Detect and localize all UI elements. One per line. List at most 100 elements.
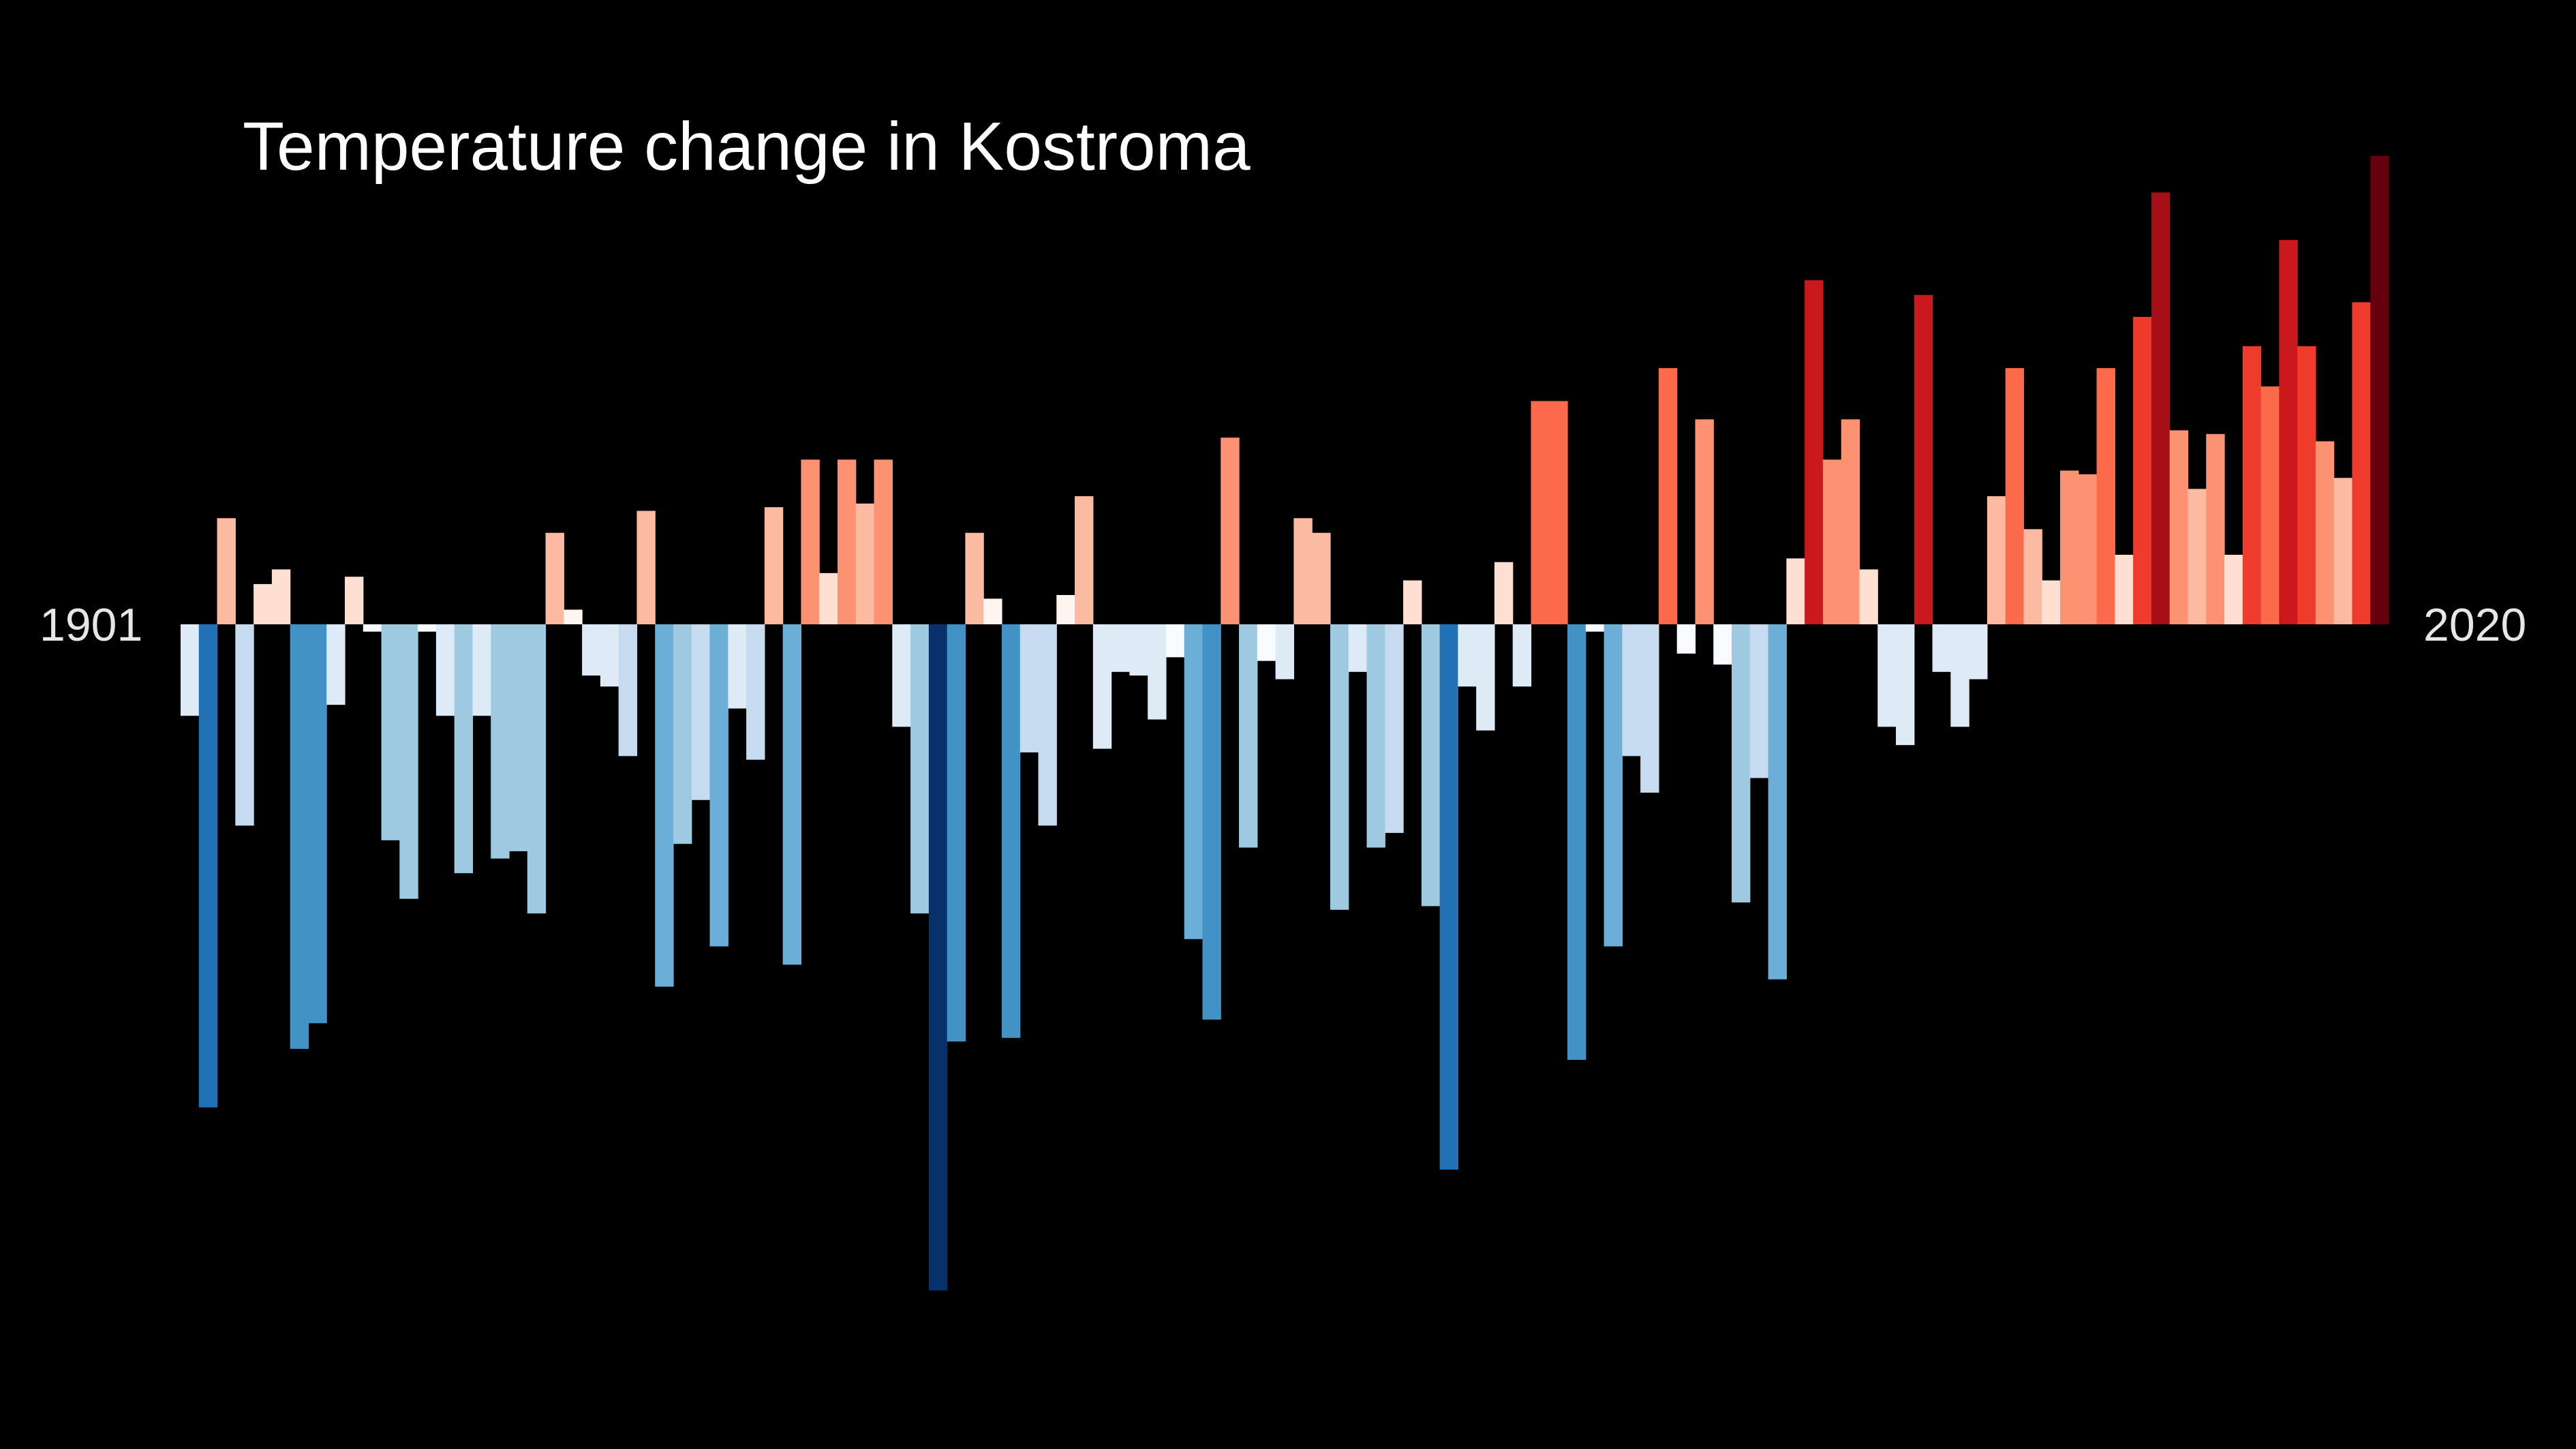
bar-1933 <box>764 507 784 624</box>
bar-1969 <box>1421 624 1441 906</box>
bar-1935 <box>801 459 820 624</box>
bar-1972 <box>1476 624 1495 731</box>
bar-1912 <box>381 624 400 840</box>
bar-1925 <box>618 624 638 757</box>
bar-2018 <box>2315 441 2335 624</box>
start-year-label: 1901 <box>40 599 143 651</box>
bar-1987 <box>1749 624 1769 778</box>
bar-1968 <box>1403 580 1422 624</box>
bar-1984 <box>1695 419 1714 624</box>
bar-1975 <box>1531 401 1550 624</box>
bar-2015 <box>2260 386 2280 624</box>
bar-1916 <box>454 624 474 874</box>
bar-2005 <box>2078 474 2098 624</box>
bar-1937 <box>837 459 857 624</box>
bar-2010 <box>2169 430 2189 624</box>
bar-2007 <box>2115 554 2134 624</box>
bar-1954 <box>1148 624 1167 720</box>
bar-1950 <box>1075 496 1094 624</box>
bar-1976 <box>1549 401 1568 624</box>
bar-2001 <box>2005 368 2025 624</box>
bar-1917 <box>472 624 491 716</box>
bar-1959 <box>1239 624 1258 848</box>
bar-2020 <box>2352 302 2371 624</box>
bar-1902 <box>198 624 218 1108</box>
bar-1970 <box>1439 624 1458 1170</box>
bar-2021 <box>2370 155 2389 624</box>
bar-1921 <box>545 532 564 624</box>
bar-1965 <box>1348 624 1368 672</box>
bar-2002 <box>2023 529 2042 624</box>
bar-1931 <box>728 624 747 709</box>
bar-1988 <box>1768 624 1787 979</box>
bar-2012 <box>2206 433 2225 624</box>
bar-2006 <box>2096 368 2115 624</box>
bar-1997 <box>1932 624 1951 672</box>
bar-1983 <box>1676 624 1696 654</box>
bar-1998 <box>1950 624 1969 727</box>
bar-1939 <box>874 459 893 624</box>
bar-1990 <box>1805 280 1824 624</box>
bar-1909 <box>326 624 346 705</box>
bar-1946 <box>1001 624 1021 1038</box>
bar-1960 <box>1257 624 1276 661</box>
bar-1906 <box>271 569 291 624</box>
bar-1982 <box>1658 368 1678 624</box>
bar-1913 <box>399 624 418 899</box>
bar-1993 <box>1859 569 1878 624</box>
bar-1978 <box>1585 624 1605 632</box>
bar-1914 <box>418 624 437 632</box>
chart-title: Temperature change in Kostroma <box>243 108 1251 185</box>
bar-1920 <box>527 624 547 914</box>
bar-1967 <box>1385 624 1404 834</box>
bar-1905 <box>254 583 273 624</box>
bar-2008 <box>2133 316 2152 624</box>
bar-1980 <box>1622 624 1641 757</box>
bar-1974 <box>1512 624 1532 687</box>
bar-1945 <box>983 598 1002 624</box>
bar-1944 <box>965 532 984 624</box>
bar-1951 <box>1092 624 1112 749</box>
bar-1924 <box>600 624 619 687</box>
bar-2011 <box>2188 489 2207 624</box>
bar-1927 <box>655 624 674 987</box>
bar-1904 <box>235 624 254 826</box>
bar-1930 <box>709 624 729 947</box>
bar-1929 <box>691 624 711 800</box>
bar-1949 <box>1056 595 1075 624</box>
bar-1901 <box>181 624 200 716</box>
bar-1910 <box>344 577 364 624</box>
bar-1947 <box>1019 624 1039 752</box>
bar-1999 <box>1969 624 1988 680</box>
bar-1952 <box>1111 624 1130 672</box>
bar-1926 <box>637 510 656 624</box>
bar-1953 <box>1129 624 1148 676</box>
bar-1941 <box>910 624 930 914</box>
bar-1919 <box>508 624 528 851</box>
bar-1934 <box>782 624 802 965</box>
bar-1979 <box>1604 624 1623 947</box>
bar-1977 <box>1567 624 1586 1061</box>
bar-1940 <box>892 624 911 727</box>
bar-1918 <box>491 624 510 859</box>
bar-2000 <box>1987 496 2006 624</box>
bar-1932 <box>746 624 765 760</box>
bar-1958 <box>1221 438 1240 624</box>
bar-2017 <box>2297 346 2316 624</box>
bar-1923 <box>582 624 601 676</box>
bar-1986 <box>1732 624 1751 903</box>
bar-1973 <box>1494 562 1514 624</box>
bar-1963 <box>1312 532 1331 624</box>
bar-1908 <box>308 624 327 1024</box>
bar-1943 <box>947 624 966 1042</box>
bar-1989 <box>1786 558 1805 624</box>
bar-1996 <box>1914 294 1933 624</box>
bar-2004 <box>2060 470 2079 624</box>
bar-1948 <box>1038 624 1057 826</box>
bar-1991 <box>1822 459 1842 624</box>
bar-1971 <box>1458 624 1477 687</box>
bar-2016 <box>2279 240 2298 624</box>
bar-1995 <box>1896 624 1915 746</box>
bar-1938 <box>855 503 875 624</box>
